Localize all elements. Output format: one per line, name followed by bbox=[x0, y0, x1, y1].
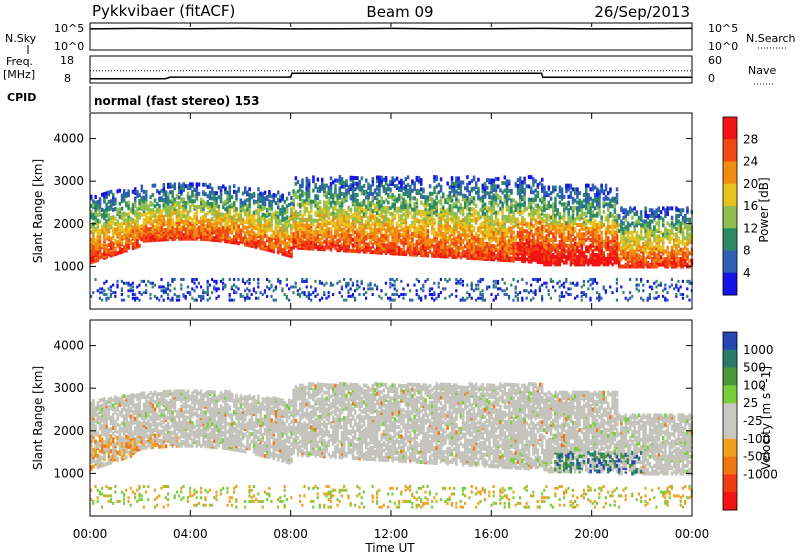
xtick-label-2: 08:00 bbox=[273, 527, 308, 541]
noise-left-tick-top: 10^5 bbox=[54, 22, 84, 35]
frequency-line bbox=[90, 73, 692, 78]
velocity-colorbar-cell-5 bbox=[723, 421, 737, 439]
noise-left-label: N.Sky bbox=[5, 32, 37, 45]
power-ytick-label-4000: 4000 bbox=[53, 132, 84, 146]
velocity-ytick-label-4000: 4000 bbox=[53, 339, 84, 353]
noise-right-label: N.Search bbox=[746, 32, 796, 45]
xtick-label-0: 00:00 bbox=[73, 527, 108, 541]
power-colorbar-tick-5: 8 bbox=[743, 244, 751, 258]
xtick-label-5: 20:00 bbox=[574, 527, 609, 541]
velocity-colorbar-cell-1 bbox=[723, 350, 737, 368]
power-colorbar-cell-0 bbox=[723, 117, 737, 140]
noise-panel bbox=[90, 23, 692, 50]
power-colorbar-tick-2: 20 bbox=[743, 177, 758, 191]
power-colorbar-cell-7 bbox=[723, 273, 737, 296]
site-title: Pykkvibaer (fitACF) bbox=[92, 2, 235, 20]
velocity-colorbar-cell-2 bbox=[723, 368, 737, 386]
cpid-text: normal (fast stereo) 153 bbox=[94, 94, 260, 108]
freq-tick-top: 18 bbox=[60, 54, 74, 67]
frequency-panel bbox=[90, 56, 692, 83]
velocity-ytick-label-3000: 3000 bbox=[53, 381, 84, 395]
velocity-ytick-label-1000: 1000 bbox=[53, 466, 84, 480]
power-colorbar-tick-0: 28 bbox=[743, 132, 758, 146]
xtick-label-1: 04:00 bbox=[173, 527, 208, 541]
power-colorbar-cell-2 bbox=[723, 162, 737, 185]
noise-right-tick-bottom: 10^0 bbox=[708, 40, 738, 53]
power-colorbar-tick-4: 12 bbox=[743, 221, 758, 235]
power-colorbar-cell-6 bbox=[723, 251, 737, 274]
nave-tick-bottom: 0 bbox=[708, 72, 715, 85]
power-colorbar-tick-6: 4 bbox=[743, 266, 751, 280]
velocity-colorbar-cell-7 bbox=[723, 457, 737, 475]
xtick-label-3: 12:00 bbox=[374, 527, 409, 541]
velocity-ytick-label-2000: 2000 bbox=[53, 424, 84, 438]
velocity-colorbar-cell-8 bbox=[723, 474, 737, 492]
power-colorbar-cell-1 bbox=[723, 139, 737, 162]
power-ytick-label-3000: 3000 bbox=[53, 174, 84, 188]
velocity-colorbar-cell-9 bbox=[723, 492, 737, 510]
power-ytick-label-1000: 1000 bbox=[53, 259, 84, 273]
power-colorbar-cell-4 bbox=[723, 206, 737, 229]
x-axis-label: Time UT bbox=[364, 541, 415, 554]
freq-label: Freq. bbox=[6, 55, 33, 68]
power-colorbar-tick-3: 16 bbox=[743, 199, 758, 213]
freq-unit: [MHz] bbox=[3, 68, 35, 81]
noise-sky-line bbox=[90, 28, 692, 29]
xtick-label-4: 16:00 bbox=[474, 527, 509, 541]
date-label: 26/Sep/2013 bbox=[594, 3, 690, 21]
power-data-layer bbox=[90, 175, 693, 302]
nave-tick-top: 60 bbox=[708, 54, 722, 67]
beam-label: Beam 09 bbox=[366, 3, 433, 21]
freq-tick-bottom: 8 bbox=[64, 72, 71, 85]
velocity-colorbar-tick-3: 25 bbox=[743, 396, 758, 410]
velocity-colorbar-cell-6 bbox=[723, 439, 737, 457]
velocity-data-layer bbox=[90, 382, 693, 509]
nave-label: Nave bbox=[748, 64, 776, 77]
velocity-colorbar-label: Velocity [m s^-1] bbox=[759, 366, 773, 470]
power-colorbar-tick-1: 24 bbox=[743, 155, 758, 169]
noise-left-tick-bottom: 10^0 bbox=[54, 40, 84, 53]
velocity-colorbar-cell-3 bbox=[723, 385, 737, 403]
power-ylabel: Slant Range [km] bbox=[31, 159, 45, 263]
velocity-colorbar-tick-0: 1000 bbox=[743, 343, 774, 357]
power-ytick-label-2000: 2000 bbox=[53, 217, 84, 231]
power-colorbar-label: Power [dB] bbox=[757, 177, 771, 242]
power-colorbar-cell-3 bbox=[723, 184, 737, 207]
power-colorbar-cell-5 bbox=[723, 228, 737, 251]
velocity-ylabel: Slant Range [km] bbox=[31, 366, 45, 470]
noise-right-tick-top: 10^5 bbox=[708, 22, 738, 35]
velocity-colorbar-cell-0 bbox=[723, 332, 737, 350]
xtick-label-6: 00:00 bbox=[675, 527, 710, 541]
cpid-label: CPID bbox=[7, 91, 36, 104]
velocity-colorbar-cell-4 bbox=[723, 403, 737, 421]
